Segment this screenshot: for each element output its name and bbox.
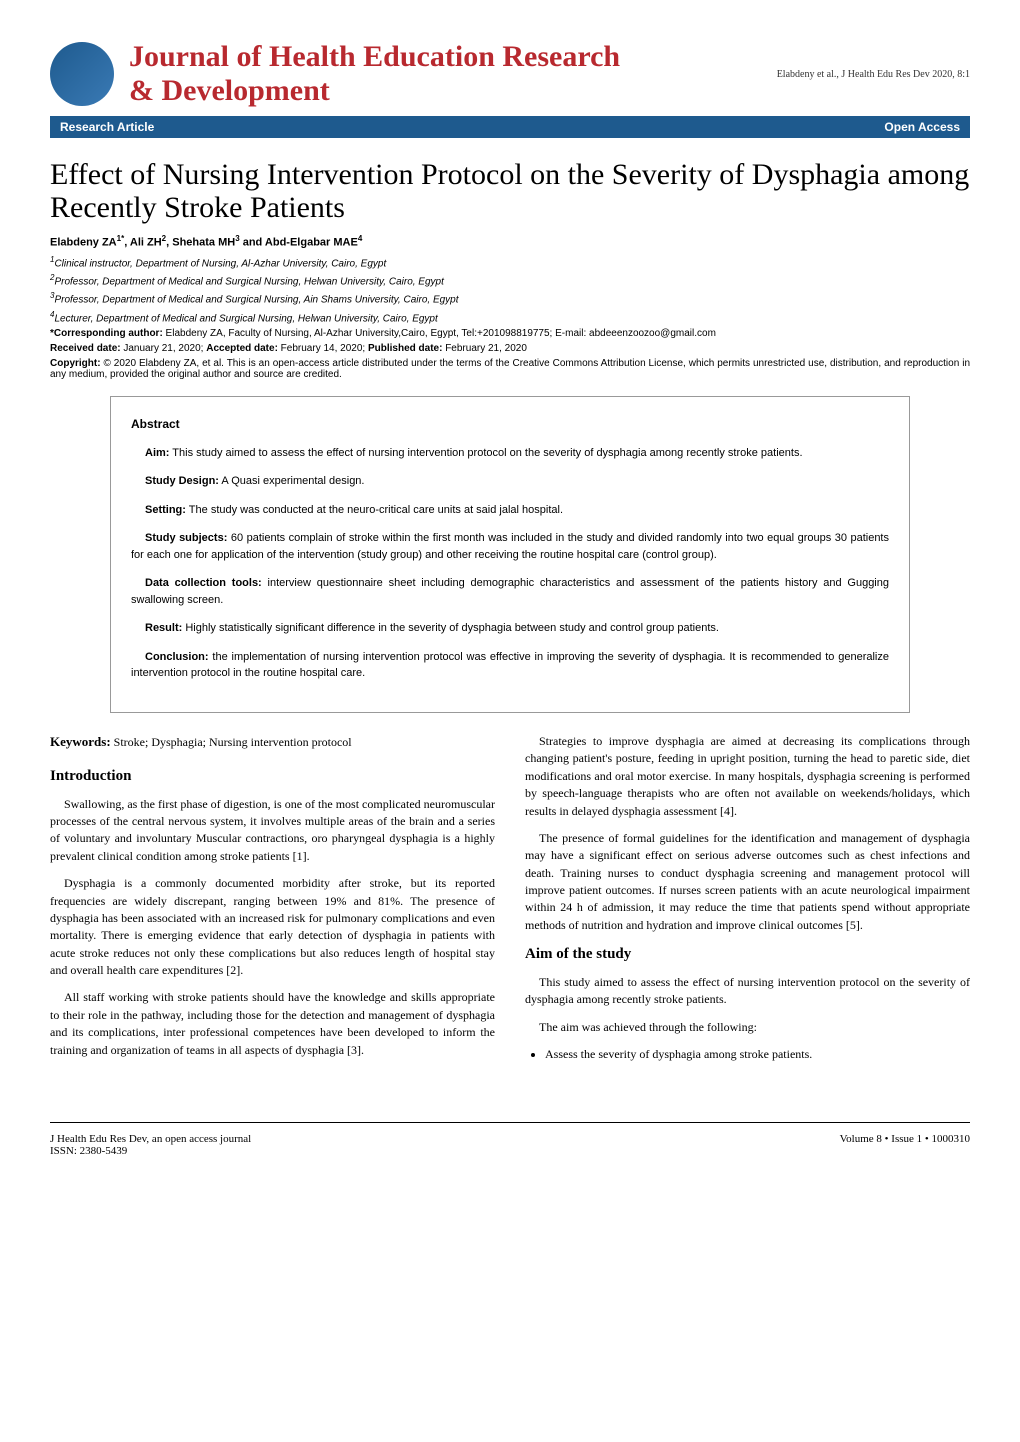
- aim-heading: Aim of the study: [525, 944, 970, 966]
- abstract-item: Data collection tools: interview questio…: [131, 575, 889, 608]
- body-paragraph: All staff working with stroke patients s…: [50, 989, 495, 1059]
- authors-line: Elabdeny ZA1*, Ali ZH2, Shehata MH3 and …: [50, 234, 970, 249]
- body-paragraph: The aim was achieved through the followi…: [525, 1019, 970, 1036]
- left-column: Keywords: Stroke; Dysphagia; Nursing int…: [50, 733, 495, 1072]
- abstract-item: Aim: This study aimed to assess the effe…: [131, 445, 889, 462]
- corresponding-text: Elabdeny ZA, Faculty of Nursing, Al-Azha…: [163, 328, 716, 339]
- article-type-banner: Research Article Open Access: [50, 116, 970, 138]
- article-title: Effect of Nursing Intervention Protocol …: [50, 158, 970, 224]
- published-label: Published date:: [368, 343, 442, 354]
- banner-left: Research Article: [60, 120, 154, 134]
- accepted-label: Accepted date:: [206, 343, 278, 354]
- header-citation: Elabdeny et al., J Health Edu Res Dev 20…: [777, 69, 970, 80]
- affiliation-line: 4Lecturer, Department of Medical and Sur…: [50, 310, 970, 324]
- received-label: Received date:: [50, 343, 121, 354]
- footer-left: J Health Edu Res Dev, an open access jou…: [50, 1133, 251, 1157]
- abstract-box: Abstract Aim: This study aimed to assess…: [110, 396, 910, 713]
- introduction-heading: Introduction: [50, 766, 495, 788]
- dates-line: Received date: January 21, 2020; Accepte…: [50, 343, 970, 354]
- abstract-item: Result: Highly statistically significant…: [131, 620, 889, 637]
- affiliations-block: 1Clinical instructor, Department of Nurs…: [50, 255, 970, 324]
- abstract-items: Aim: This study aimed to assess the effe…: [131, 445, 889, 682]
- keywords-label: Keywords:: [50, 734, 111, 749]
- right-column-paragraphs: Strategies to improve dysphagia are aime…: [525, 733, 970, 934]
- copyright-line: Copyright: © 2020 Elabdeny ZA, et al. Th…: [50, 358, 970, 380]
- body-paragraph: The presence of formal guidelines for th…: [525, 830, 970, 934]
- introduction-paragraphs: Swallowing, as the first phase of digest…: [50, 796, 495, 1059]
- abstract-item: Study Design: A Quasi experimental desig…: [131, 473, 889, 490]
- accepted-text: February 14, 2020;: [278, 343, 368, 354]
- body-paragraph: This study aimed to assess the effect of…: [525, 974, 970, 1009]
- body-paragraph: Dysphagia is a commonly documented morbi…: [50, 875, 495, 979]
- affiliation-line: 2Professor, Department of Medical and Su…: [50, 273, 970, 287]
- footer-issn: ISSN: 2380-5439: [50, 1145, 251, 1157]
- body-paragraph: Swallowing, as the first phase of digest…: [50, 796, 495, 866]
- journal-logo: [50, 42, 114, 106]
- journal-title-block: Journal of Health Education Research & D…: [129, 40, 762, 108]
- aim-bullets: Assess the severity of dysphagia among s…: [525, 1046, 970, 1063]
- journal-title-line1: Journal of Health Education Research: [129, 40, 762, 74]
- two-column-body: Keywords: Stroke; Dysphagia; Nursing int…: [50, 733, 970, 1072]
- copyright-label: Copyright:: [50, 358, 101, 369]
- published-text: February 21, 2020: [442, 343, 527, 354]
- affiliation-line: 1Clinical instructor, Department of Nurs…: [50, 255, 970, 269]
- footer-journal: J Health Edu Res Dev, an open access jou…: [50, 1133, 251, 1145]
- affiliation-line: 3Professor, Department of Medical and Su…: [50, 291, 970, 305]
- banner-right: Open Access: [884, 120, 960, 134]
- keywords-line: Keywords: Stroke; Dysphagia; Nursing int…: [50, 733, 495, 752]
- abstract-item: Study subjects: 60 patients complain of …: [131, 530, 889, 563]
- journal-header: Journal of Health Education Research & D…: [50, 40, 970, 108]
- right-column: Strategies to improve dysphagia are aime…: [525, 733, 970, 1072]
- corresponding-label: *Corresponding author:: [50, 328, 163, 339]
- body-paragraph: Strategies to improve dysphagia are aime…: [525, 733, 970, 820]
- abstract-heading: Abstract: [131, 415, 889, 433]
- corresponding-author-line: *Corresponding author: Elabdeny ZA, Facu…: [50, 328, 970, 339]
- page-footer: J Health Edu Res Dev, an open access jou…: [50, 1122, 970, 1157]
- journal-title-line2: & Development: [129, 74, 762, 108]
- list-item: Assess the severity of dysphagia among s…: [545, 1046, 970, 1063]
- abstract-item: Conclusion: the implementation of nursin…: [131, 649, 889, 682]
- abstract-item: Setting: The study was conducted at the …: [131, 502, 889, 519]
- aim-paragraphs: This study aimed to assess the effect of…: [525, 974, 970, 1036]
- copyright-text: © 2020 Elabdeny ZA, et al. This is an op…: [50, 358, 970, 380]
- keywords-text: Stroke; Dysphagia; Nursing intervention …: [111, 735, 352, 749]
- footer-right: Volume 8 • Issue 1 • 1000310: [840, 1133, 970, 1157]
- received-text: January 21, 2020;: [121, 343, 207, 354]
